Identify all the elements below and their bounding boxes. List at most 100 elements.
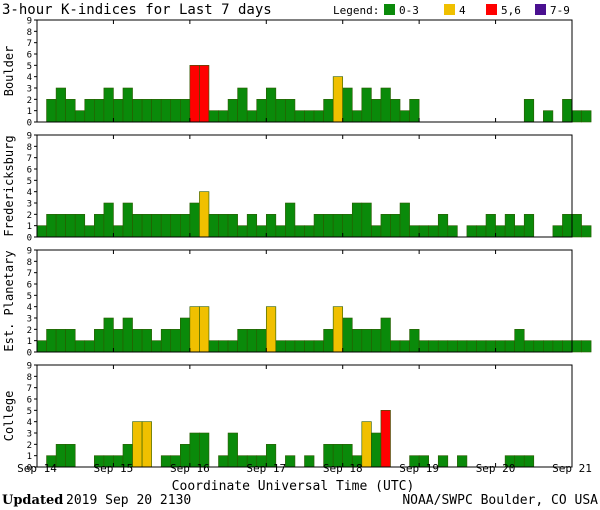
bar [208,110,219,123]
panel-frame [36,19,573,123]
y-tick-label: 0 [27,464,32,474]
bar [571,110,582,123]
x-tick-label: Sep 17 [246,462,286,475]
panel-2: 0 123 456 789 Est. Planetary [2,247,592,359]
bar [275,99,286,123]
bar [361,329,372,353]
bar [246,214,258,238]
x-tick-label: Sep 20 [476,462,516,475]
bar [113,225,124,238]
y-tick-label: 3 [27,85,32,95]
x-tick-label: Sep 16 [170,462,210,475]
bar [294,340,305,353]
bar [485,214,496,238]
y-tick-label: 8 [27,28,32,38]
bar [380,410,391,468]
bar [218,110,229,123]
bar [180,214,191,238]
bar [294,225,305,238]
bar [390,99,401,123]
panel-1: 0 123 456 789 Fredericksburg [2,132,592,244]
bar [227,340,238,353]
bar [304,225,315,238]
panel-3: 0 123 456 789 College [2,362,573,474]
bar [46,329,57,353]
bar [428,340,439,353]
bar [227,99,238,123]
panels: 0123456789Boulder0123456789Fredericksbur… [2,17,592,474]
bar [523,99,535,123]
bar [189,306,200,353]
x-tick-label: Sep 19 [399,462,439,475]
bar [399,202,410,238]
bar [265,87,277,123]
legend-swatch-1 [444,4,455,15]
bar [141,421,152,468]
bar [256,99,267,123]
bar [199,191,210,238]
bar [390,214,401,238]
bar [571,340,582,353]
updated-value: 2019 Sep 20 2130 [66,493,191,508]
y-tick-label: 3 [27,315,32,325]
bar [199,306,210,353]
y-tick-label: 0 [27,119,32,129]
bar [342,87,353,123]
bar [447,340,458,353]
bar [94,329,105,353]
bar [323,329,334,353]
bar [141,99,152,123]
bar [466,225,477,238]
bar [304,110,315,123]
bar [218,214,229,238]
y-tick-label: 2 [27,211,32,221]
y-tick-label: 1 [27,337,32,347]
bar [495,340,506,353]
bar [380,317,391,353]
bar [122,87,133,123]
y-tick-label: 2 [27,326,32,336]
bar [84,99,95,123]
bar [543,110,554,123]
bar [36,340,47,353]
bar [523,214,535,238]
bar [265,214,277,238]
bar [313,340,324,353]
bar [323,214,334,238]
bar [304,455,315,468]
bar [65,214,76,238]
updated-label: Updated [2,493,63,508]
bar [447,225,458,238]
bar [361,87,372,123]
bar [581,110,592,123]
bar [409,329,420,353]
y-tick-label: 0 [27,234,32,244]
bar [294,110,305,123]
bar [132,421,143,468]
bar [151,340,162,353]
bar [351,110,363,123]
bar [46,99,57,123]
y-tick-label: 5 [27,407,32,417]
bar [208,214,219,238]
y-tick-label: 9 [27,132,32,142]
bar [170,214,181,238]
x-axis-ticks: Sep 14 Sep 15 Sep 16 Sep 17 Sep 18 Sep 19 Sep … [17,462,592,475]
bar [275,225,286,238]
bar [132,214,143,238]
legend-swatch-2 [486,4,497,15]
bar [476,340,487,353]
y-tick-label: 6 [27,281,32,291]
y-tick-label: 8 [27,258,32,268]
legend-entry-1: 4 [459,4,466,17]
bar [332,214,344,238]
bar [342,317,353,353]
bar [380,87,391,123]
y-tick-label: 4 [27,73,32,83]
y-tick-label: 9 [27,362,32,372]
y-tick-label: 8 [27,143,32,153]
bar [132,99,143,123]
x-axis-label: Coordinate Universal Time (UTC) [172,479,415,494]
bar [399,340,410,353]
bar [437,455,449,468]
